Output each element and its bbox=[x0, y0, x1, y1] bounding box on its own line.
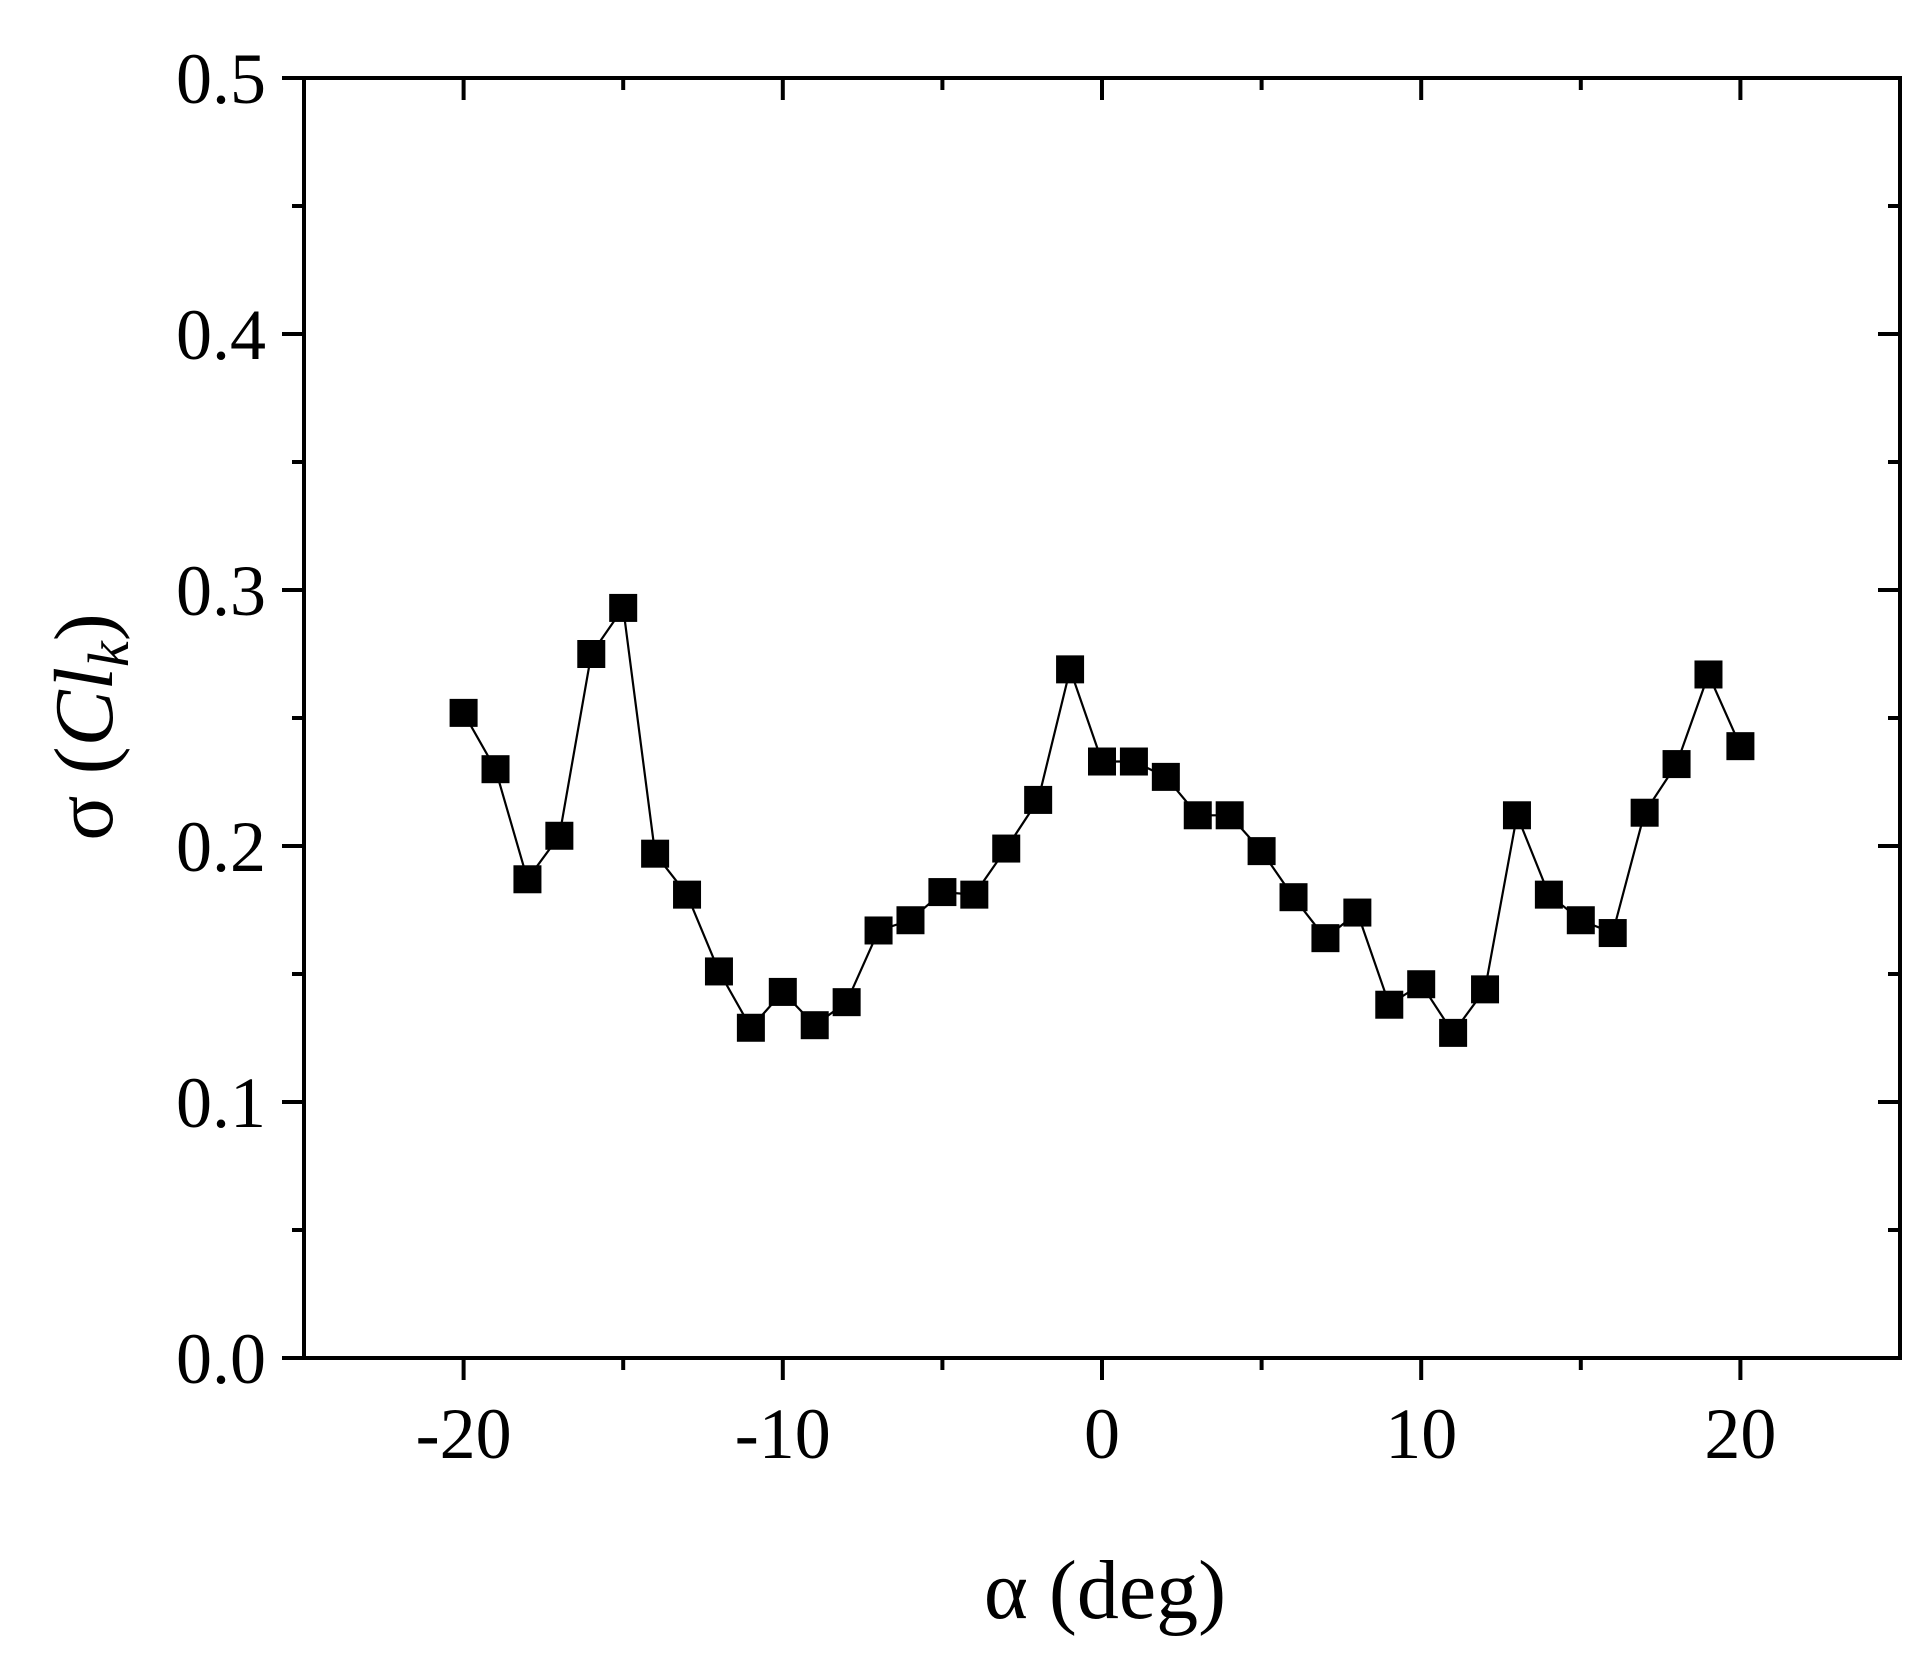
data-point bbox=[1247, 837, 1276, 866]
x-tick-label: -20 bbox=[416, 1394, 512, 1474]
data-point bbox=[832, 988, 861, 1017]
x-tick-label: 20 bbox=[1704, 1394, 1776, 1474]
data-point bbox=[960, 880, 989, 909]
data-point bbox=[1343, 898, 1372, 927]
x-axis-title: α (deg) bbox=[984, 1544, 1226, 1637]
y-tick-label: 0.3 bbox=[176, 551, 266, 631]
data-point bbox=[992, 834, 1021, 863]
y-tick-label: 0.0 bbox=[176, 1319, 266, 1399]
data-point bbox=[1502, 801, 1531, 830]
data-point bbox=[641, 839, 670, 868]
y-axis-title-subscript: k bbox=[76, 640, 141, 667]
y-axis-title-prefix: σ ( bbox=[38, 746, 131, 840]
data-point bbox=[1215, 801, 1244, 830]
data-point bbox=[1726, 732, 1755, 761]
data-point bbox=[1056, 655, 1085, 684]
data-point bbox=[704, 957, 733, 986]
data-point bbox=[928, 878, 957, 907]
x-tick-label: 10 bbox=[1385, 1394, 1457, 1474]
data-point bbox=[1566, 906, 1595, 935]
data-point bbox=[1119, 747, 1148, 776]
data-point bbox=[1534, 880, 1563, 909]
data-point bbox=[1439, 1018, 1468, 1047]
data-point bbox=[609, 593, 638, 622]
data-point bbox=[1311, 924, 1340, 953]
data-point bbox=[800, 1011, 829, 1040]
data-point bbox=[1407, 970, 1436, 999]
data-point bbox=[1088, 747, 1116, 776]
data-point bbox=[545, 821, 574, 850]
y-tick-label: 0.4 bbox=[176, 295, 266, 375]
data-point bbox=[1598, 919, 1627, 948]
data-point bbox=[513, 865, 542, 894]
y-tick-label: 0.1 bbox=[176, 1063, 266, 1143]
data-point bbox=[449, 698, 478, 727]
x-tick-label: -10 bbox=[735, 1394, 831, 1474]
data-point bbox=[1151, 762, 1180, 791]
data-point bbox=[736, 1013, 765, 1042]
data-point bbox=[673, 880, 702, 909]
y-tick-label: 0.5 bbox=[176, 39, 266, 119]
series-layer bbox=[449, 593, 1755, 1047]
y-axis-title: σ (Clk) bbox=[38, 613, 141, 840]
data-point bbox=[1630, 798, 1659, 827]
y-axis-title-main: Cl bbox=[38, 667, 131, 746]
data-point bbox=[1662, 750, 1691, 779]
labels-layer: -20 -10 0 10 20 0.0 0.1 0.2 0.3 0.4 0.5 bbox=[176, 39, 1776, 1474]
data-point bbox=[577, 640, 606, 668]
plot-frame bbox=[302, 76, 1902, 1360]
data-point bbox=[864, 916, 893, 945]
data-point bbox=[1183, 801, 1212, 830]
data-point bbox=[1375, 990, 1404, 1019]
x-tick-label: 0 bbox=[1084, 1394, 1120, 1474]
data-point bbox=[768, 977, 797, 1006]
data-point bbox=[896, 906, 925, 935]
data-point bbox=[1024, 785, 1053, 814]
y-tick-label: 0.2 bbox=[176, 807, 266, 887]
data-point bbox=[1279, 883, 1308, 912]
data-point bbox=[481, 755, 510, 784]
y-axis-title-suffix: ) bbox=[38, 613, 131, 641]
data-point bbox=[1694, 660, 1723, 689]
data-point bbox=[1471, 975, 1500, 1004]
